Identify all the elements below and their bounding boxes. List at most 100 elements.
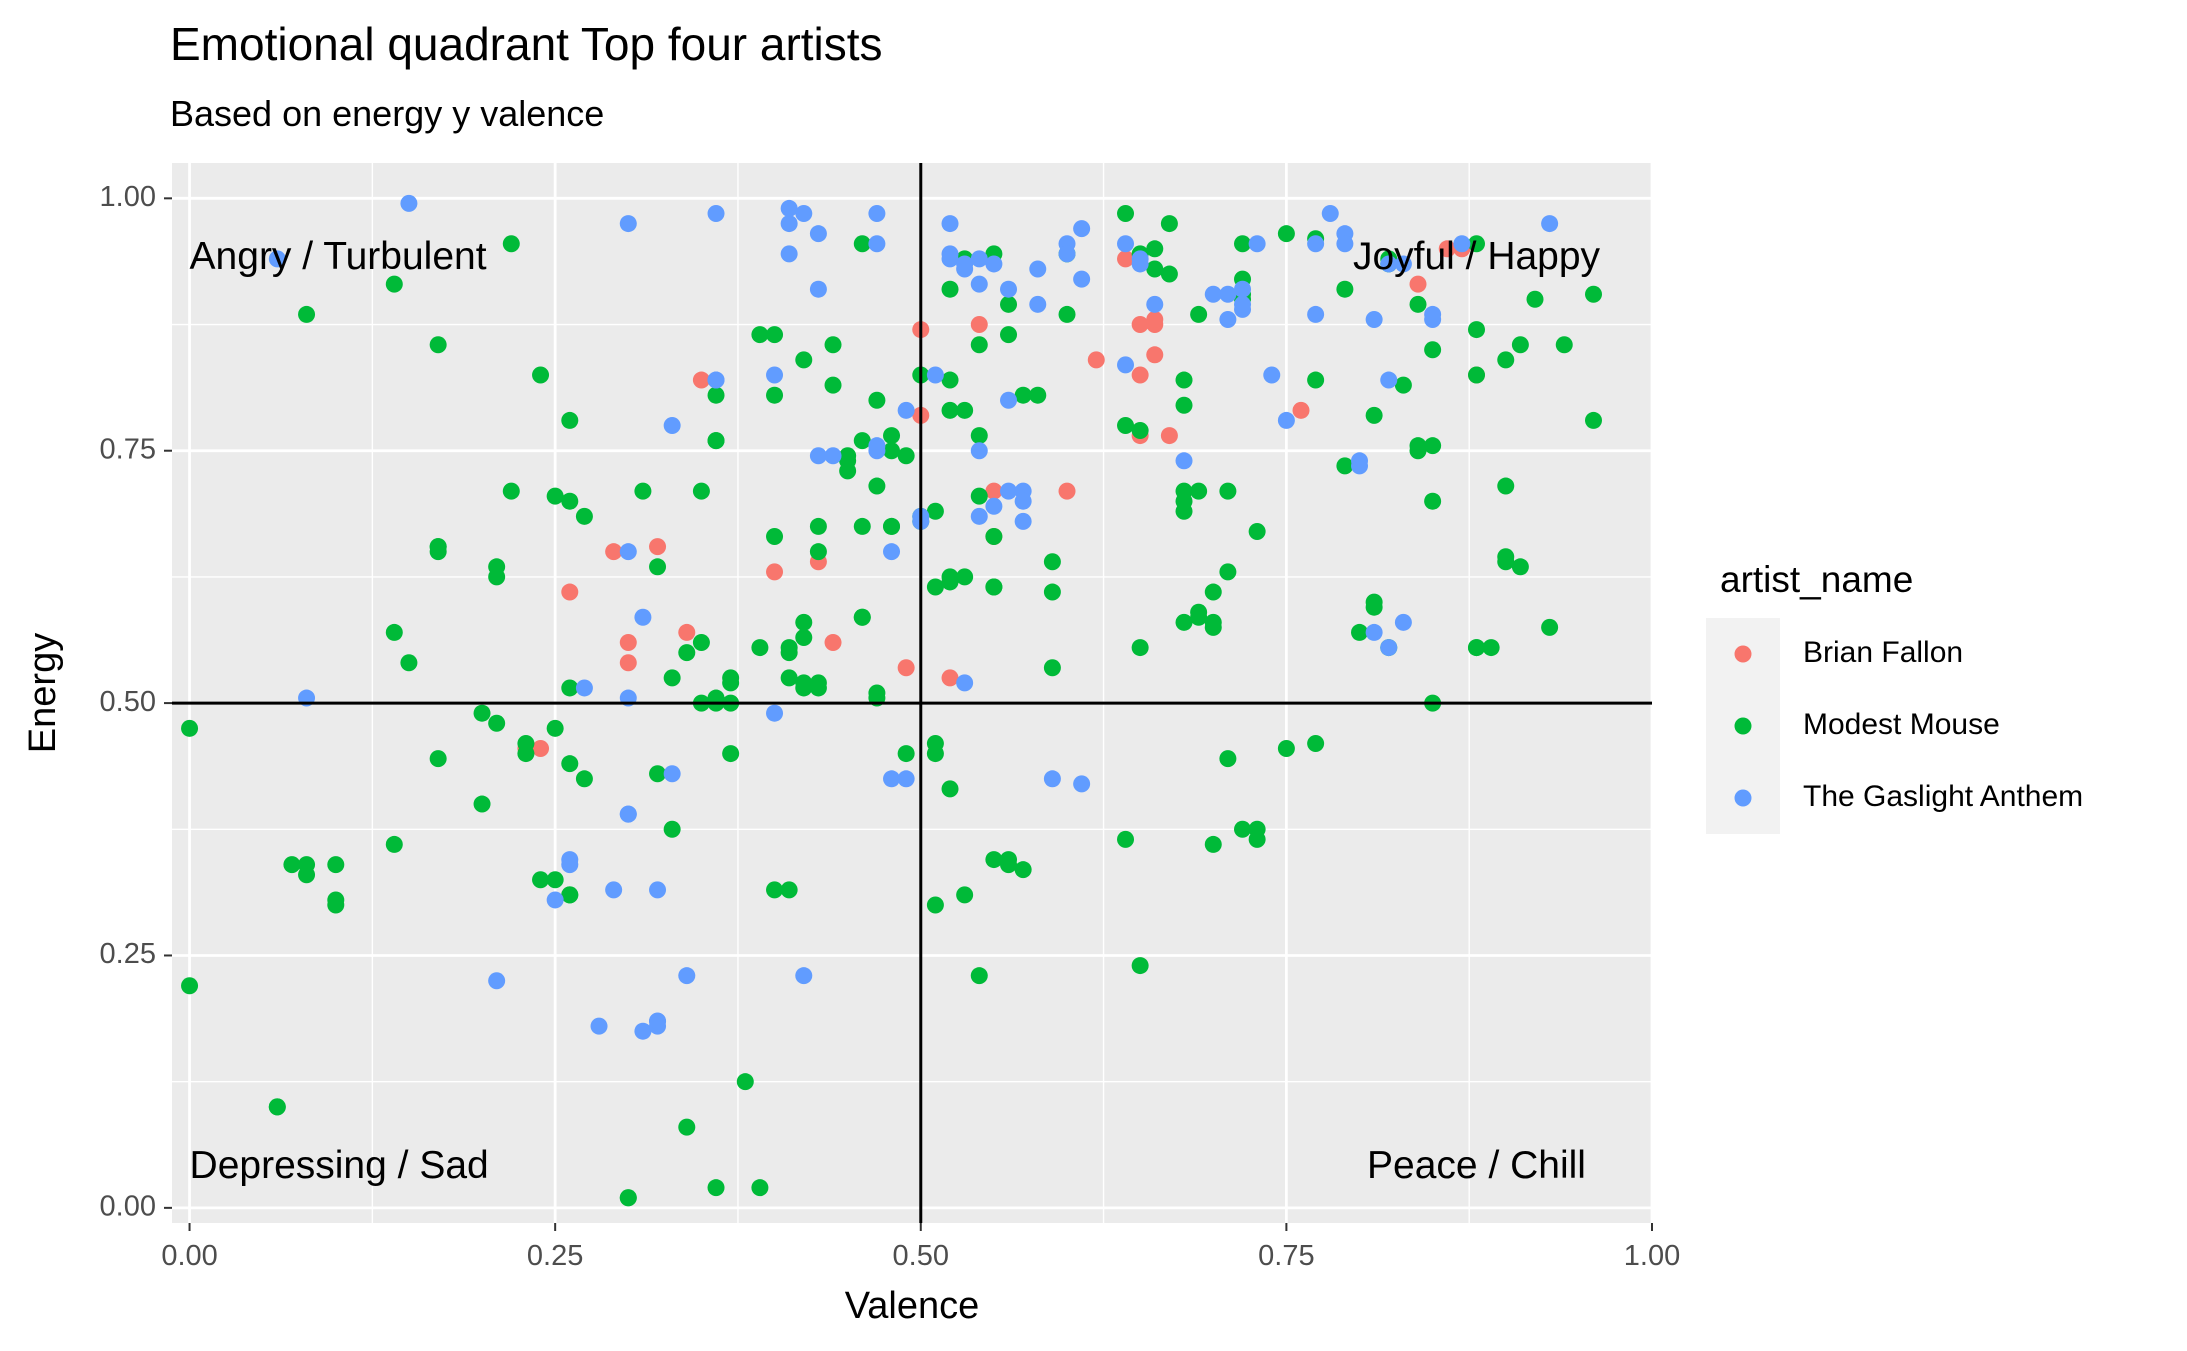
data-point [897,447,915,465]
data-point [634,608,652,626]
data-point [853,608,871,626]
data-point [1000,482,1018,500]
data-point [561,886,579,904]
data-point [1117,235,1135,253]
data-point [780,199,798,217]
data-point [1482,639,1500,657]
data-point [1219,563,1237,581]
data-point [663,820,681,838]
legend-key [1734,645,1752,663]
data-point [1117,416,1135,434]
data-point [561,583,579,601]
data-point [1029,295,1047,313]
data-point [766,326,784,344]
data-point [1058,305,1076,323]
data-point [941,280,959,298]
data-point [1468,235,1486,253]
data-point [926,502,944,520]
data-point [327,856,345,874]
data-point [298,856,316,874]
y-axis-ticks: 0.00 0.25 0.50 0.75 1.00 [100,181,172,1223]
data-point [941,250,959,268]
data-point [809,447,827,465]
x-axis-ticks: 0.00 0.25 0.50 0.75 1.00 [161,1223,1680,1272]
chart-subtitle: Based on energy y valence [170,93,604,134]
data-point [707,371,725,389]
data-point [824,447,842,465]
data-point [1190,305,1208,323]
data-point [868,204,886,222]
data-point [1175,613,1193,631]
data-point [561,755,579,773]
data-point [1248,522,1266,540]
data-point [1000,295,1018,313]
data-point [941,371,959,389]
legend-items: Brian Fallon Modest Mouse The Gaslight Ant… [1706,618,2083,834]
data-point [649,1012,667,1030]
data-point [1365,623,1383,641]
data-point [473,795,491,813]
data-point [1219,310,1237,328]
data-point [1380,371,1398,389]
data-point [1146,240,1164,258]
data-point [883,517,901,535]
data-point [605,543,623,561]
data-point [575,770,593,788]
data-point [1146,295,1164,313]
data-point [839,447,857,465]
x-tick-label: 0.50 [893,1240,949,1272]
data-point [546,871,564,889]
data-point [678,1118,696,1136]
data-point [619,543,637,561]
data-point [1000,391,1018,409]
data-point [1204,583,1222,601]
y-tick-label: 0.75 [100,433,156,465]
data-point [1497,553,1515,571]
data-point [502,482,520,500]
data-point [985,528,1003,546]
x-tick-label: 0.00 [161,1240,217,1272]
data-point [649,881,667,899]
data-point [1541,618,1559,636]
data-point [780,644,798,662]
data-point [897,770,915,788]
data-point [970,967,988,985]
data-point [707,432,725,450]
data-point [868,235,886,253]
data-point [429,336,447,354]
data-point [853,432,871,450]
data-points [181,194,1603,1207]
data-point [488,972,506,990]
data-point [985,851,1003,869]
data-point [1073,220,1091,238]
data-point [809,543,827,561]
minor-gridlines [172,163,1652,1223]
data-point [970,487,988,505]
data-point [1043,659,1061,677]
y-axis-title: Energy [22,633,64,753]
data-point [926,896,944,914]
data-point [692,634,710,652]
data-point [926,578,944,596]
data-point [1043,553,1061,571]
data-point [1365,598,1383,616]
data-point [532,366,550,384]
data-point [1292,401,1310,419]
data-point [1409,275,1427,293]
data-point [575,507,593,525]
data-point [1307,734,1325,752]
data-point [766,563,784,581]
legend-label: The Gaslight Anthem [1803,780,2083,813]
data-point [780,669,798,687]
data-point [736,1073,754,1091]
data-point [1336,235,1354,253]
plot-panel [172,163,1652,1223]
data-point [1131,316,1149,334]
data-point [985,497,1003,515]
data-point [1468,321,1486,339]
y-tick-label: 0.00 [100,1191,156,1223]
data-point [1117,830,1135,848]
data-point [766,366,784,384]
data-point [1000,856,1018,874]
